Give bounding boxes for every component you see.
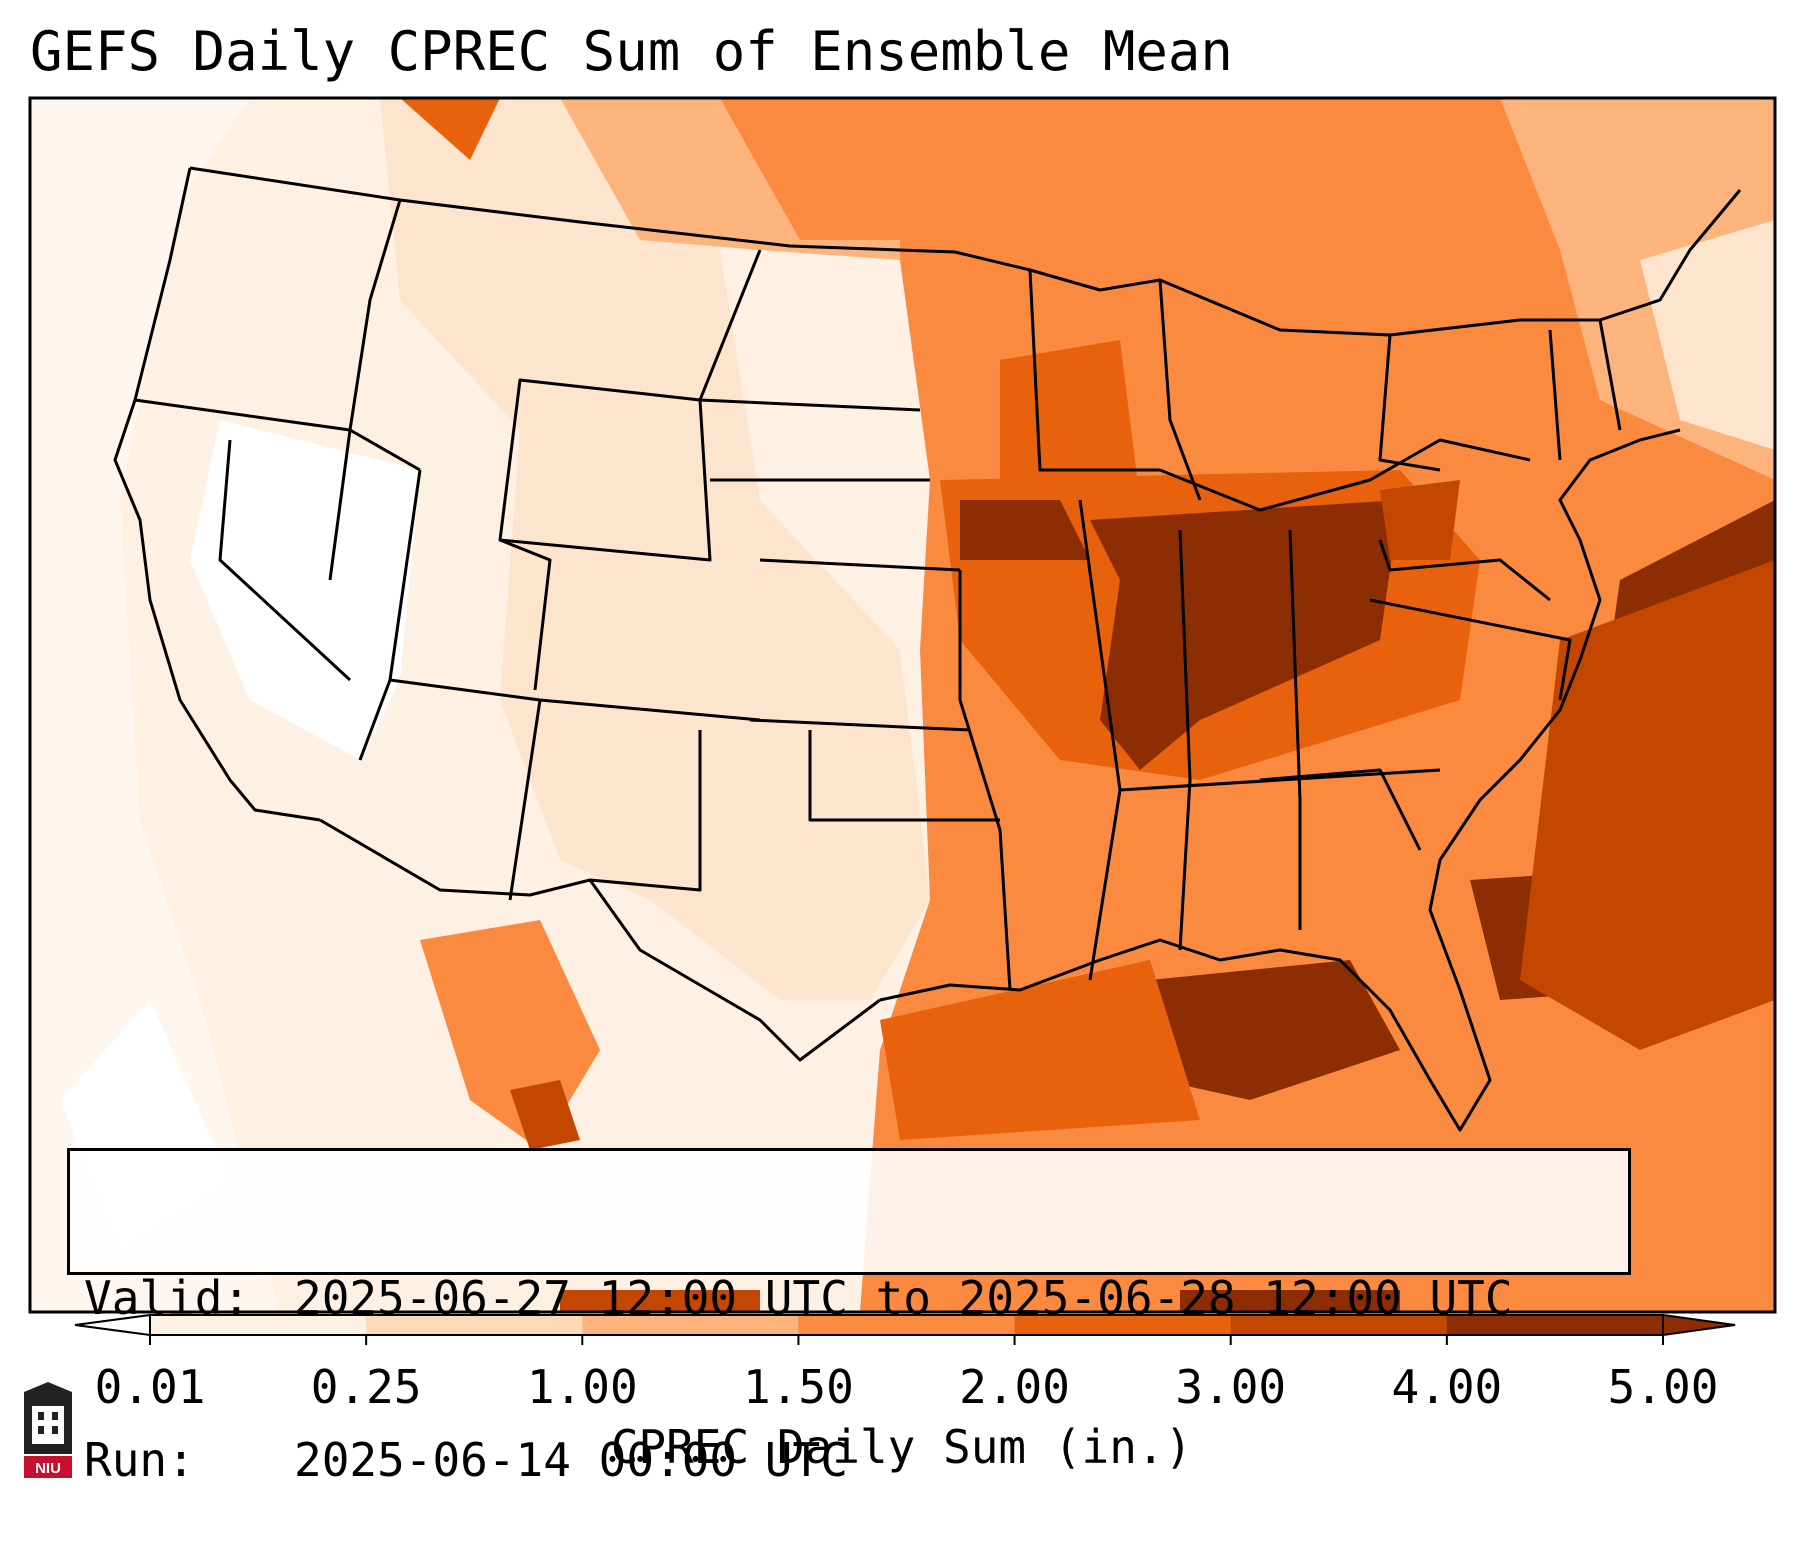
- run-label: Run:: [84, 1433, 195, 1487]
- map-frame: [28, 96, 1777, 1314]
- colorbar: [74, 1313, 1736, 1345]
- info-box: Valid: 2025-06-27 12:00 UTC to 2025-06-28…: [67, 1148, 1631, 1487]
- colorbar-tick-label: 4.00: [1391, 1360, 1503, 1414]
- chart-title: GEFS Daily CPREC Sum of Ensemble Mean: [30, 20, 1233, 83]
- colorbar-frame: [149, 1314, 1664, 1336]
- colorbar-label: CPREC Daily Sum (in.): [610, 1420, 1193, 1474]
- colorbar-segment: [1014, 1315, 1232, 1335]
- niu-logo-icon: NIU: [24, 1382, 72, 1478]
- colorbar-tick-label: 0.25: [310, 1360, 422, 1414]
- colorbar-tick-label: 0.01: [94, 1360, 206, 1414]
- colorbar-tick-label: 3.00: [1175, 1360, 1287, 1414]
- run-value: 2025-06-14 00:00 UTC: [294, 1433, 848, 1487]
- valid-value: 2025-06-27 12:00 UTC to 2025-06-28 12:00…: [294, 1271, 1513, 1325]
- colorbar-segment: [150, 1315, 367, 1335]
- colorbar-segment: [366, 1315, 583, 1335]
- state-boundaries: [113, 166, 1742, 1132]
- precip-field: [30, 98, 1775, 1312]
- colorbar-segment: [1446, 1315, 1664, 1335]
- colorbar-tick-label: 1.50: [743, 1360, 854, 1414]
- logo-text: NIU: [35, 1460, 61, 1477]
- colorbar-segment: [1230, 1315, 1448, 1335]
- colorbar-extend-high: [1662, 1313, 1736, 1337]
- colorbar-tick-label: 1.00: [526, 1360, 638, 1414]
- valid-label: Valid:: [84, 1271, 251, 1325]
- colorbar-segment: [582, 1315, 799, 1335]
- colorbar-tick-label: 2.00: [959, 1360, 1070, 1414]
- colorbar-tick-label: 5.00: [1607, 1360, 1719, 1414]
- precip-map: [28, 96, 1777, 1345]
- colorbar-segment: [798, 1315, 1016, 1335]
